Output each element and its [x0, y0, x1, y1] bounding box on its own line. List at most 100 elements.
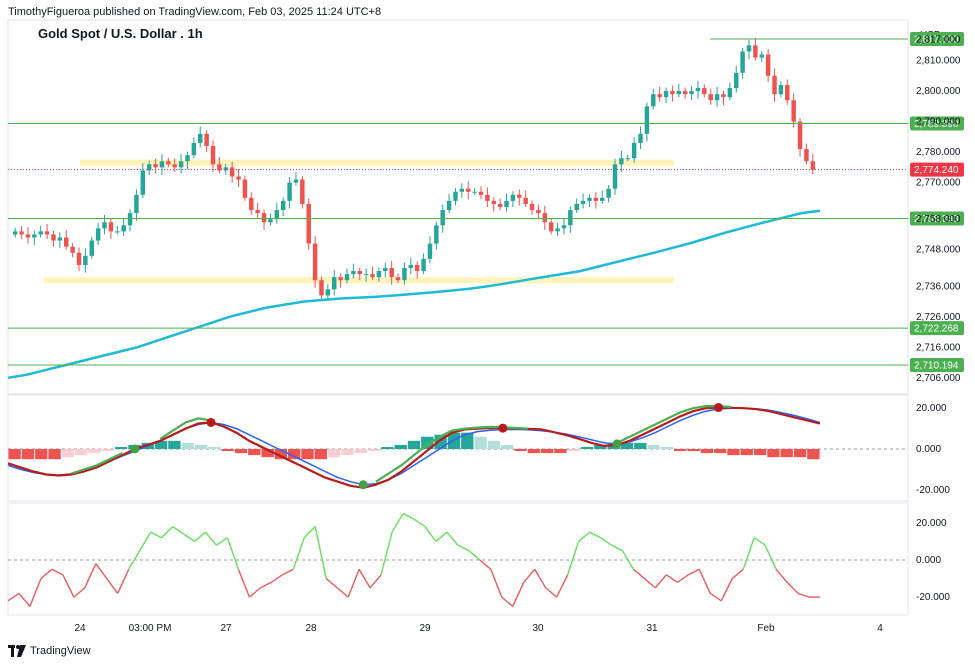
candle-body: [389, 268, 394, 278]
histogram-bar: [61, 449, 75, 458]
price-level-tag: [910, 321, 964, 336]
current-price-line: 2,774.240: [8, 162, 964, 177]
oscillator-2-segment: [512, 581, 525, 607]
histogram-bar: [594, 444, 607, 449]
candle-body: [797, 121, 803, 150]
oscillator-2-segment: [402, 512, 415, 520]
oscillator-2-segment: [358, 568, 371, 589]
candle-body: [676, 91, 682, 95]
time-axis: 24 03:00 PM 27 28 29 30 31 Feb 4: [74, 623, 883, 634]
oscillator-2-segment: [128, 550, 141, 570]
oscillator-2-segment: [216, 537, 228, 546]
price-axis: 2,706.000 2,716.000 2,726.000 2,736.000 2,74…: [916, 34, 961, 384]
tradingview-logo-icon: [8, 645, 26, 657]
candle-body: [191, 142, 197, 156]
candle-body: [89, 240, 94, 256]
oscillator-2-segment: [226, 537, 240, 570]
oscillator-2-segment: [676, 574, 689, 583]
candle-body: [625, 158, 630, 160]
candle-body: [574, 203, 579, 211]
oscillator-2-segment: [501, 596, 514, 607]
candle-body: [472, 191, 477, 193]
histogram-bar: [740, 449, 753, 456]
candle-body: [791, 100, 796, 122]
oscillator-2-segment: [424, 526, 437, 542]
oscillator-2-segment: [282, 568, 294, 576]
candle-body: [523, 197, 528, 204]
oscillator-2-segment: [753, 537, 766, 546]
candle-body: [785, 85, 790, 101]
candle-body: [708, 94, 713, 101]
price-tick-label: 2,770.000: [916, 178, 961, 189]
moving-average-line: [7, 209, 821, 380]
price-level-tag: [910, 358, 964, 373]
oscillator-2-segment: [435, 531, 448, 542]
candle-body: [38, 231, 43, 235]
candle-body: [95, 228, 101, 241]
time-tick-label: 03:00 PM: [129, 623, 172, 634]
oscillator-2-segment: [545, 587, 558, 598]
candle-body: [108, 222, 114, 232]
candle-body: [223, 167, 228, 171]
candle-body: [504, 200, 509, 207]
candle-body: [587, 197, 592, 201]
candle-body: [682, 91, 688, 95]
oscillator-2-segment: [698, 568, 711, 594]
histogram-bar: [274, 449, 288, 460]
candle-body: [115, 231, 120, 233]
candle-body: [663, 91, 669, 98]
candle-body: [638, 133, 643, 143]
histogram-bar: [620, 442, 634, 449]
candle-body: [561, 225, 567, 229]
price-tick-label: 2,817.000: [916, 34, 961, 45]
time-tick-label: 28: [305, 623, 317, 634]
candle-body: [300, 179, 305, 204]
candle-body: [159, 161, 165, 168]
candle-body: [421, 258, 426, 272]
price-level-label: 2,758.248: [914, 214, 959, 225]
candle-body: [242, 179, 248, 198]
oscillator-2-segment: [7, 592, 20, 602]
cross-marker: [612, 439, 622, 449]
cross-marker: [498, 423, 508, 433]
candle-body: [446, 200, 452, 211]
histogram-bar: [780, 449, 793, 458]
candle-body: [548, 222, 554, 232]
oscillator-1-axis: 20.000 0.000 -20.000: [916, 403, 950, 496]
price-zone: [44, 277, 674, 284]
candle-body: [778, 85, 784, 95]
candle-body: [166, 161, 171, 165]
oscillator-2-segment: [314, 526, 327, 579]
time-tick-label: 4: [877, 623, 883, 634]
oscillator-2-segment: [347, 569, 360, 598]
candle-body: [746, 45, 752, 52]
oscillator-2-segment: [325, 578, 338, 589]
histogram-bar: [753, 449, 767, 456]
candle-body: [721, 94, 726, 98]
oscillator-1-tick-label: 20.000: [916, 403, 947, 414]
oscillator-2-segment: [391, 513, 404, 533]
candle-body: [414, 264, 420, 272]
candle-body: [440, 210, 445, 226]
candle-body: [408, 264, 414, 268]
oscillator-2-segment: [117, 568, 130, 594]
oscillator-1-tick-label: -20.000: [916, 485, 950, 496]
candle-body: [542, 213, 548, 223]
oscillator-2-segment: [468, 550, 481, 561]
candle-body: [453, 191, 458, 201]
candle-body: [702, 88, 707, 95]
moving-average-path: [7, 209, 821, 380]
histogram-bar: [514, 449, 527, 452]
histogram-bar: [501, 444, 514, 449]
histogram-bar: [580, 446, 594, 449]
histogram-bar: [327, 449, 341, 458]
histogram-bar: [394, 444, 407, 449]
candle-body: [434, 225, 439, 244]
time-tick-label: Feb: [757, 623, 775, 634]
oscillator-2-segment: [775, 568, 788, 583]
histogram-bar: [407, 440, 421, 449]
oscillator-2-segment: [40, 568, 53, 580]
time-tick-label: 29: [419, 623, 431, 634]
candle-body: [753, 45, 758, 58]
